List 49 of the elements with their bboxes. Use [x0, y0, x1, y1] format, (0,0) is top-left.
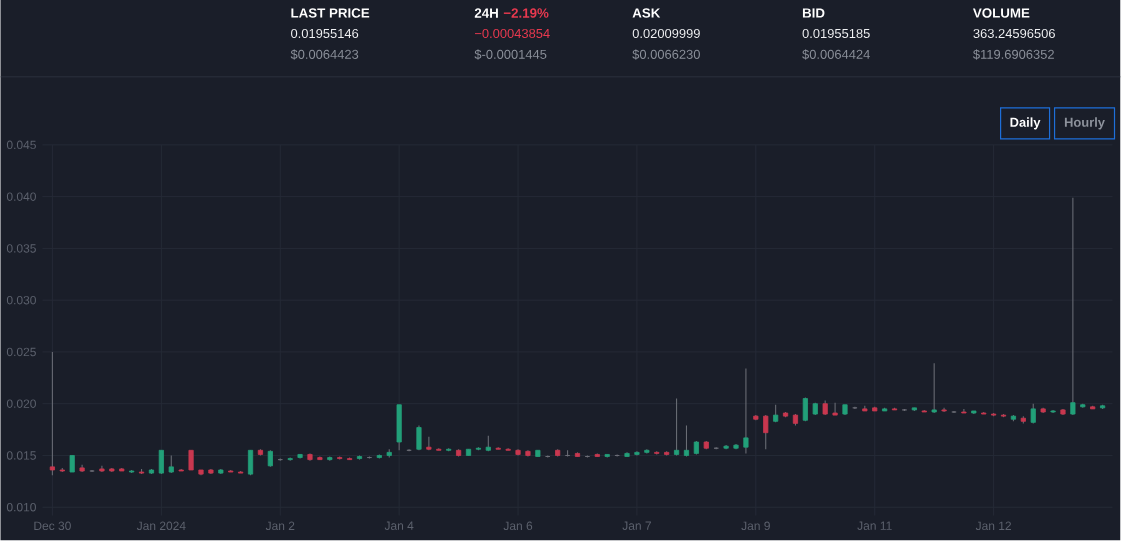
text: 0.01955185 [802, 29, 870, 39]
y-tick-label: 0.015 [6, 451, 36, 460]
candlestick [931, 363, 937, 414]
x-tick-label: Jan 7 [622, 521, 651, 531]
candlestick [49, 351, 55, 476]
y-tick-label: 0.045 [6, 140, 36, 150]
text: $0.0064424 [802, 49, 870, 60]
x-tick-label: Dec 30 [34, 521, 71, 531]
y-tick-label: 0.040 [6, 192, 36, 202]
text: 24H [474, 8, 498, 18]
candlestick [505, 447, 511, 452]
text: 363.24596506 [973, 29, 1055, 39]
y-tick-label: 0.030 [6, 296, 36, 305]
text: BID [802, 8, 825, 18]
text: 0.01955146 [291, 29, 359, 39]
candlestick [1070, 197, 1076, 416]
y-tick-label: 0.020 [6, 399, 36, 409]
y-tick-label: 0.035 [6, 244, 36, 253]
x-tick-label: Jan 12 [975, 521, 1011, 531]
candlestick [426, 436, 432, 452]
x-tick-label: Jan 11 [857, 521, 892, 531]
text: Hourly [1064, 117, 1105, 130]
candlestick [832, 402, 838, 416]
candlestick [961, 408, 967, 414]
text: $-0.0001445 [474, 49, 547, 60]
candlestick [763, 414, 769, 451]
candlestick [683, 425, 690, 458]
text: −2.19% [503, 8, 549, 19]
y-tick-label: 0.010 [6, 503, 36, 512]
text: 0.02009999 [632, 29, 700, 39]
x-tick-label: Jan 2 [265, 521, 295, 531]
candlestick [743, 368, 749, 455]
text: $0.0064423 [290, 49, 359, 60]
candlestick [416, 425, 422, 452]
x-tick-label: Jan 4 [384, 521, 414, 531]
text: $119.6906352 [973, 49, 1054, 60]
y-tick-label: 0.025 [6, 347, 36, 357]
x-tick-label: Jan 2024 [136, 521, 186, 531]
text: VOLUME [972, 8, 1030, 18]
candlestick [188, 450, 194, 471]
candlestick [673, 398, 680, 457]
text: ASK [632, 8, 661, 18]
text: Daily [1010, 117, 1041, 130]
x-tick-label: Jan 9 [741, 521, 770, 531]
x-tick-label: Jan 6 [503, 521, 533, 531]
text: LAST PRICE [291, 8, 370, 18]
text: $0.0066230 [632, 49, 700, 60]
text: −0.00043854 [474, 29, 550, 39]
candlestick [247, 450, 254, 476]
